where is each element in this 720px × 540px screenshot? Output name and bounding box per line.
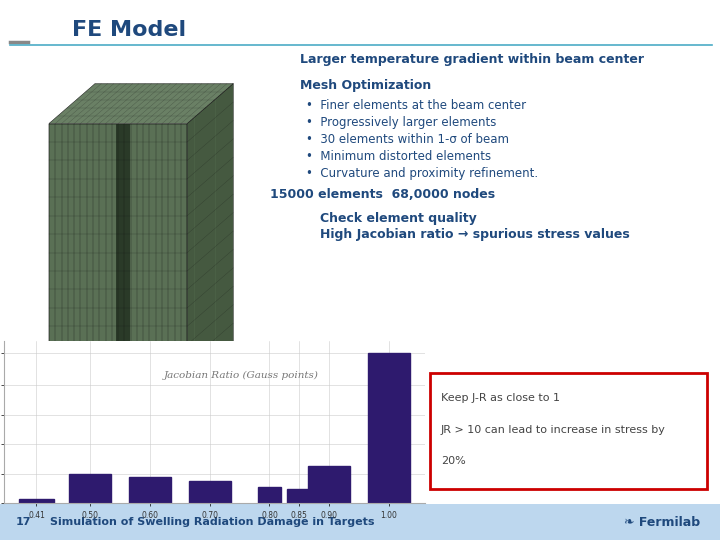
Text: 20%: 20% xyxy=(441,456,466,466)
Text: •  Finer elements at the beam center: • Finer elements at the beam center xyxy=(306,99,526,112)
Bar xyxy=(129,477,171,503)
Polygon shape xyxy=(116,124,130,455)
Text: ❧ Fermilab: ❧ Fermilab xyxy=(624,516,700,529)
Text: Keep J-R as close to 1: Keep J-R as close to 1 xyxy=(441,394,560,403)
Text: •  Curvature and proximity refinement.: • Curvature and proximity refinement. xyxy=(306,167,538,180)
Text: 17: 17 xyxy=(16,517,32,527)
Text: Simulation of Swelling Radiation Damage in Targets: Simulation of Swelling Radiation Damage … xyxy=(50,517,374,527)
Text: Larger temperature gradient within beam center: Larger temperature gradient within beam … xyxy=(300,53,644,66)
Bar xyxy=(0,504,720,540)
Text: 15000 elements  68,0000 nodes: 15000 elements 68,0000 nodes xyxy=(270,188,495,201)
Text: •  Minimum distorted elements: • Minimum distorted elements xyxy=(306,150,491,163)
Bar xyxy=(189,481,230,503)
Bar xyxy=(69,474,111,503)
Text: •  Progressively larger elements: • Progressively larger elements xyxy=(306,116,496,129)
Text: •  30 elements within 1-σ of beam: • 30 elements within 1-σ of beam xyxy=(306,133,509,146)
Text: Jacobian Ratio (Gauss points): Jacobian Ratio (Gauss points) xyxy=(163,370,318,380)
Polygon shape xyxy=(187,84,233,455)
Bar xyxy=(368,353,410,503)
Text: High Jacobian ratio → spurious stress values: High Jacobian ratio → spurious stress va… xyxy=(320,228,630,241)
Bar xyxy=(258,487,282,503)
Polygon shape xyxy=(49,84,233,124)
Polygon shape xyxy=(49,124,187,455)
Text: Check element quality: Check element quality xyxy=(320,212,477,225)
Text: FE Model: FE Model xyxy=(72,20,186,40)
Bar xyxy=(19,499,55,503)
Text: JR > 10 can lead to increase in stress by: JR > 10 can lead to increase in stress b… xyxy=(441,425,666,435)
Bar xyxy=(287,489,311,503)
Text: Mesh Optimization: Mesh Optimization xyxy=(300,79,431,92)
Bar xyxy=(308,467,350,503)
